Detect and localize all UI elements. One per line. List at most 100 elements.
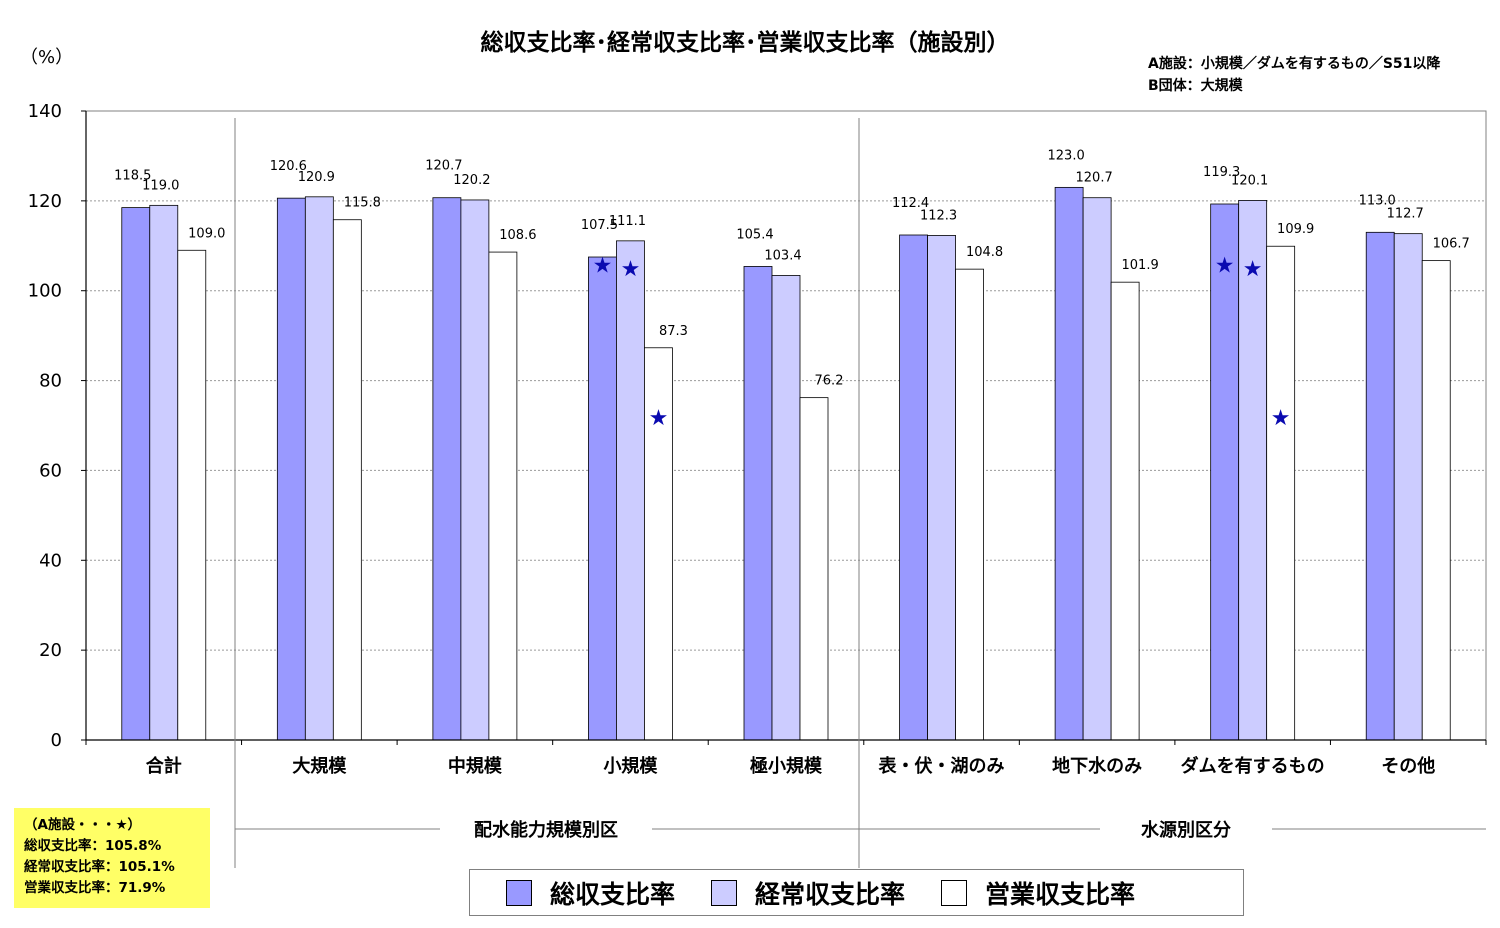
y-tick-label: 40 bbox=[39, 550, 62, 571]
a-facility-note-box: （A施設・・・★） 総収支比率：105.8% 経常収支比率：105.1% 営業収… bbox=[14, 808, 210, 908]
category-label: 極小規模 bbox=[750, 755, 823, 777]
data-labels: 118.5119.0109.0120.6120.9115.8120.7120.2… bbox=[114, 148, 1470, 388]
y-axis-ticks: 0 20 40 60 80 100 120 140 bbox=[28, 101, 1487, 751]
y-tick-label: 60 bbox=[39, 460, 62, 481]
note-box-line: 経常収支比率：105.1% bbox=[24, 859, 175, 875]
bar bbox=[276, 197, 306, 741]
bar bbox=[149, 204, 179, 741]
bar bbox=[771, 275, 801, 741]
note-box-header: （A施設・・・★） bbox=[24, 817, 142, 833]
data-label: 112.7 bbox=[1387, 207, 1424, 222]
data-label: 112.3 bbox=[920, 208, 957, 223]
note-box-line: 総収支比率：105.8% bbox=[24, 838, 162, 854]
category-label: 地下水のみ bbox=[1052, 755, 1142, 777]
bar bbox=[1365, 231, 1395, 741]
legend-item-operating-ratio: 営業収支比率 bbox=[941, 875, 1135, 911]
data-label: 101.9 bbox=[1122, 258, 1159, 273]
legend-label: 経常収支比率 bbox=[755, 879, 906, 909]
note-box-line: 営業収支比率：71.9% bbox=[24, 880, 166, 896]
star-marker: ★ bbox=[1243, 257, 1263, 282]
star-marker: ★ bbox=[649, 406, 669, 431]
bar bbox=[799, 397, 829, 741]
data-label: 120.9 bbox=[298, 170, 335, 185]
y-tick-label: 20 bbox=[39, 640, 62, 661]
data-label: 120.7 bbox=[425, 159, 462, 174]
bar bbox=[1421, 260, 1451, 741]
data-label: 105.4 bbox=[736, 227, 773, 242]
group-label-water-source: 水源別区分 bbox=[1141, 819, 1231, 841]
data-label: 107.5 bbox=[581, 218, 618, 233]
legend-item-ordinary-ratio: 経常収支比率 bbox=[711, 875, 905, 911]
category-label: 中規模 bbox=[448, 755, 503, 777]
legend-item-total-ratio: 総収支比率 bbox=[506, 875, 675, 911]
bar bbox=[332, 219, 362, 741]
y-tick-label: 80 bbox=[39, 371, 62, 392]
bar bbox=[927, 235, 956, 741]
data-label: 119.0 bbox=[142, 178, 179, 193]
bar bbox=[899, 234, 928, 741]
star-marker: ★ bbox=[621, 257, 641, 282]
bar bbox=[1266, 245, 1296, 741]
data-label: 109.9 bbox=[1277, 222, 1314, 237]
chart-title: 総収支比率･経常収支比率･営業収支比率（施設別） bbox=[481, 29, 1010, 56]
bar bbox=[432, 197, 462, 741]
bar bbox=[1054, 186, 1084, 741]
bar bbox=[304, 196, 334, 741]
note-line-2: B団体：大規模 bbox=[1148, 77, 1244, 94]
data-label: 119.3 bbox=[1203, 165, 1240, 180]
bar bbox=[177, 249, 207, 741]
star-marker: ★ bbox=[1271, 406, 1291, 431]
bar bbox=[488, 251, 518, 741]
category-label: 大規模 bbox=[292, 755, 347, 777]
y-tick-label: 100 bbox=[28, 281, 62, 302]
data-label: 109.0 bbox=[188, 226, 225, 241]
category-label: 表・伏・湖のみ bbox=[879, 755, 1005, 777]
legend-label: 総収支比率 bbox=[550, 879, 676, 909]
bar bbox=[616, 240, 645, 741]
category-label: ダムを有するもの bbox=[1181, 755, 1325, 777]
star-marker: ★ bbox=[1215, 254, 1235, 279]
data-label: 111.1 bbox=[609, 214, 646, 229]
y-tick-label: 140 bbox=[28, 101, 62, 122]
data-label: 108.6 bbox=[499, 228, 536, 243]
category-labels: 合計 大規模 中規模 小規模 極小規模 表・伏・湖のみ 地下水のみ ダムを有するもの その他 bbox=[146, 755, 1435, 777]
unit-label: （%） bbox=[20, 47, 73, 68]
bar bbox=[1082, 197, 1112, 741]
data-label: 87.3 bbox=[659, 324, 688, 339]
data-label: 118.5 bbox=[114, 169, 151, 184]
data-label: 120.2 bbox=[453, 173, 490, 188]
category-label: 合計 bbox=[146, 755, 182, 777]
legend: 総収支比率 経常収支比率 営業収支比率 bbox=[469, 869, 1244, 916]
data-label: 123.0 bbox=[1048, 148, 1085, 163]
bar bbox=[1393, 233, 1423, 741]
data-label: 112.4 bbox=[892, 196, 929, 211]
y-tick-label: 0 bbox=[51, 730, 62, 751]
data-label: 76.2 bbox=[815, 374, 844, 389]
star-marker: ★ bbox=[593, 254, 613, 279]
bar bbox=[460, 199, 490, 741]
category-label: 小規模 bbox=[603, 755, 658, 777]
legend-label: 営業収支比率 bbox=[985, 879, 1136, 909]
bar bbox=[644, 347, 673, 741]
bar bbox=[588, 256, 617, 741]
data-label: 106.7 bbox=[1433, 237, 1470, 252]
data-label: 104.8 bbox=[966, 245, 1003, 260]
bar bbox=[743, 266, 773, 741]
bar bbox=[1210, 203, 1240, 741]
group-label-capacity: 配水能力規模別区 bbox=[474, 819, 618, 841]
data-label: 120.1 bbox=[1231, 173, 1268, 188]
data-label: 113.0 bbox=[1359, 193, 1396, 208]
y-tick-label: 120 bbox=[28, 191, 62, 212]
bar bbox=[955, 268, 984, 741]
note-line-1: A施設：小規模／ダムを有するもの／S51以降 bbox=[1148, 55, 1441, 72]
legend-swatch bbox=[941, 879, 968, 906]
legend-swatch bbox=[506, 879, 532, 906]
legend-swatch bbox=[711, 879, 738, 906]
bar bbox=[1110, 281, 1140, 741]
category-label: その他 bbox=[1381, 755, 1435, 777]
data-label: 103.4 bbox=[764, 248, 801, 263]
data-label: 120.7 bbox=[1076, 171, 1113, 186]
data-label: 115.8 bbox=[344, 196, 381, 211]
bar bbox=[121, 207, 151, 741]
